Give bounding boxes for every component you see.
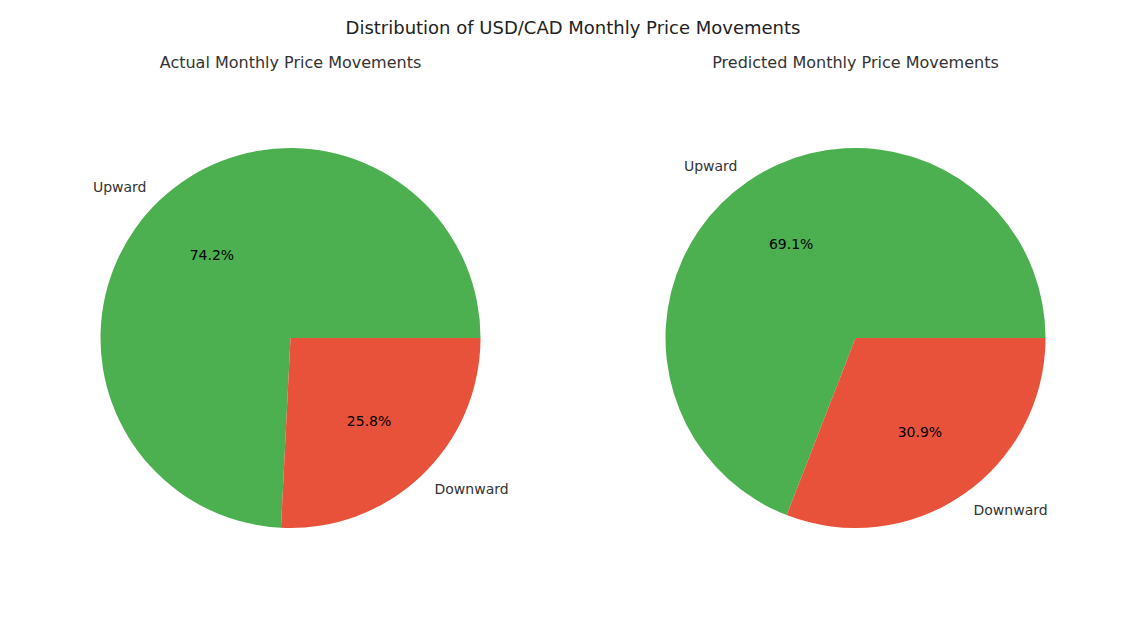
svg-text:Downward: Downward bbox=[435, 481, 509, 497]
html-text:Predicted Monthly Price Moveme: Predicted Monthly Price Movements bbox=[712, 53, 999, 72]
svg-text:Upward: Upward bbox=[93, 179, 147, 195]
svg-text:Upward: Upward bbox=[684, 158, 738, 174]
svg-text:69.1%: 69.1% bbox=[769, 236, 813, 252]
svg-text:30.9%: 30.9% bbox=[898, 424, 942, 440]
svg-text:25.8%: 25.8% bbox=[347, 413, 391, 429]
html-text:Distribution of USD/CAD Monthl: Distribution of USD/CAD Monthly Price Mo… bbox=[345, 17, 801, 38]
svg-text:74.2%: 74.2% bbox=[190, 247, 234, 263]
svg-text:Downward: Downward bbox=[974, 502, 1048, 518]
html-text:Actual Monthly Price Movements: Actual Monthly Price Movements bbox=[159, 53, 422, 72]
